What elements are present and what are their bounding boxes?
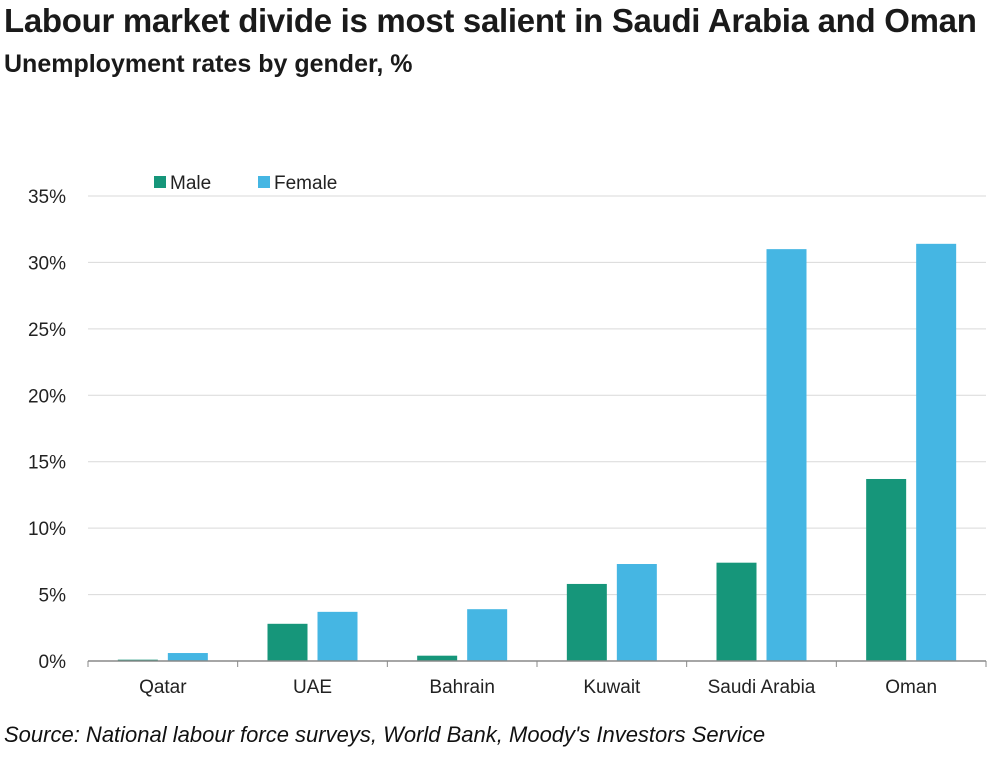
category-label: Saudi Arabia (708, 677, 816, 698)
category-label: Kuwait (583, 677, 641, 698)
bar-male-uae (267, 623, 308, 661)
category-labels: Qatar UAE Bahrain Kuwait Saudi Arabia Oman (139, 677, 937, 698)
legend-label-male: Male (170, 173, 211, 194)
bar-female-bahrain (467, 609, 508, 661)
chart-title: Labour market divide is most salient in … (4, 2, 977, 39)
bar-female-oman (916, 243, 957, 662)
y-tick-label: 10% (28, 519, 66, 540)
bars (117, 243, 957, 662)
x-axis (87, 660, 987, 667)
gridlines (88, 195, 986, 596)
category-label: Oman (885, 677, 937, 698)
y-tick-label: 0% (39, 652, 67, 673)
chart-subtitle: Unemployment rates by gender, % (4, 50, 413, 78)
legend-label-female: Female (274, 173, 337, 194)
bar-male-oman (866, 478, 907, 661)
bar-female-kuwait (616, 564, 657, 661)
source-note: Source: National labour force surveys, W… (4, 722, 766, 747)
legend: Male Female (154, 173, 337, 194)
y-tick-label: 20% (28, 386, 66, 407)
bar-male-bahrain (417, 655, 458, 661)
bar-female-saudi-arabia (766, 249, 807, 661)
category-label: Bahrain (429, 677, 495, 698)
y-tick-label: 25% (28, 320, 66, 341)
bar-female-uae (317, 611, 358, 661)
y-tick-label: 35% (28, 187, 66, 208)
bar-male-kuwait (566, 583, 607, 661)
y-tick-label: 30% (28, 253, 66, 274)
category-label: UAE (293, 677, 332, 698)
bar-female-qatar (167, 653, 208, 661)
category-label: Qatar (139, 677, 187, 698)
legend-swatch-female (258, 176, 270, 188)
y-tick-label: 5% (39, 586, 67, 607)
y-axis-ticks: 0% 5% 10% 15% 20% 25% 30% 35% (28, 187, 66, 673)
bar-male-saudi-arabia (716, 562, 757, 661)
y-tick-label: 15% (28, 453, 66, 474)
legend-swatch-male (154, 176, 166, 188)
